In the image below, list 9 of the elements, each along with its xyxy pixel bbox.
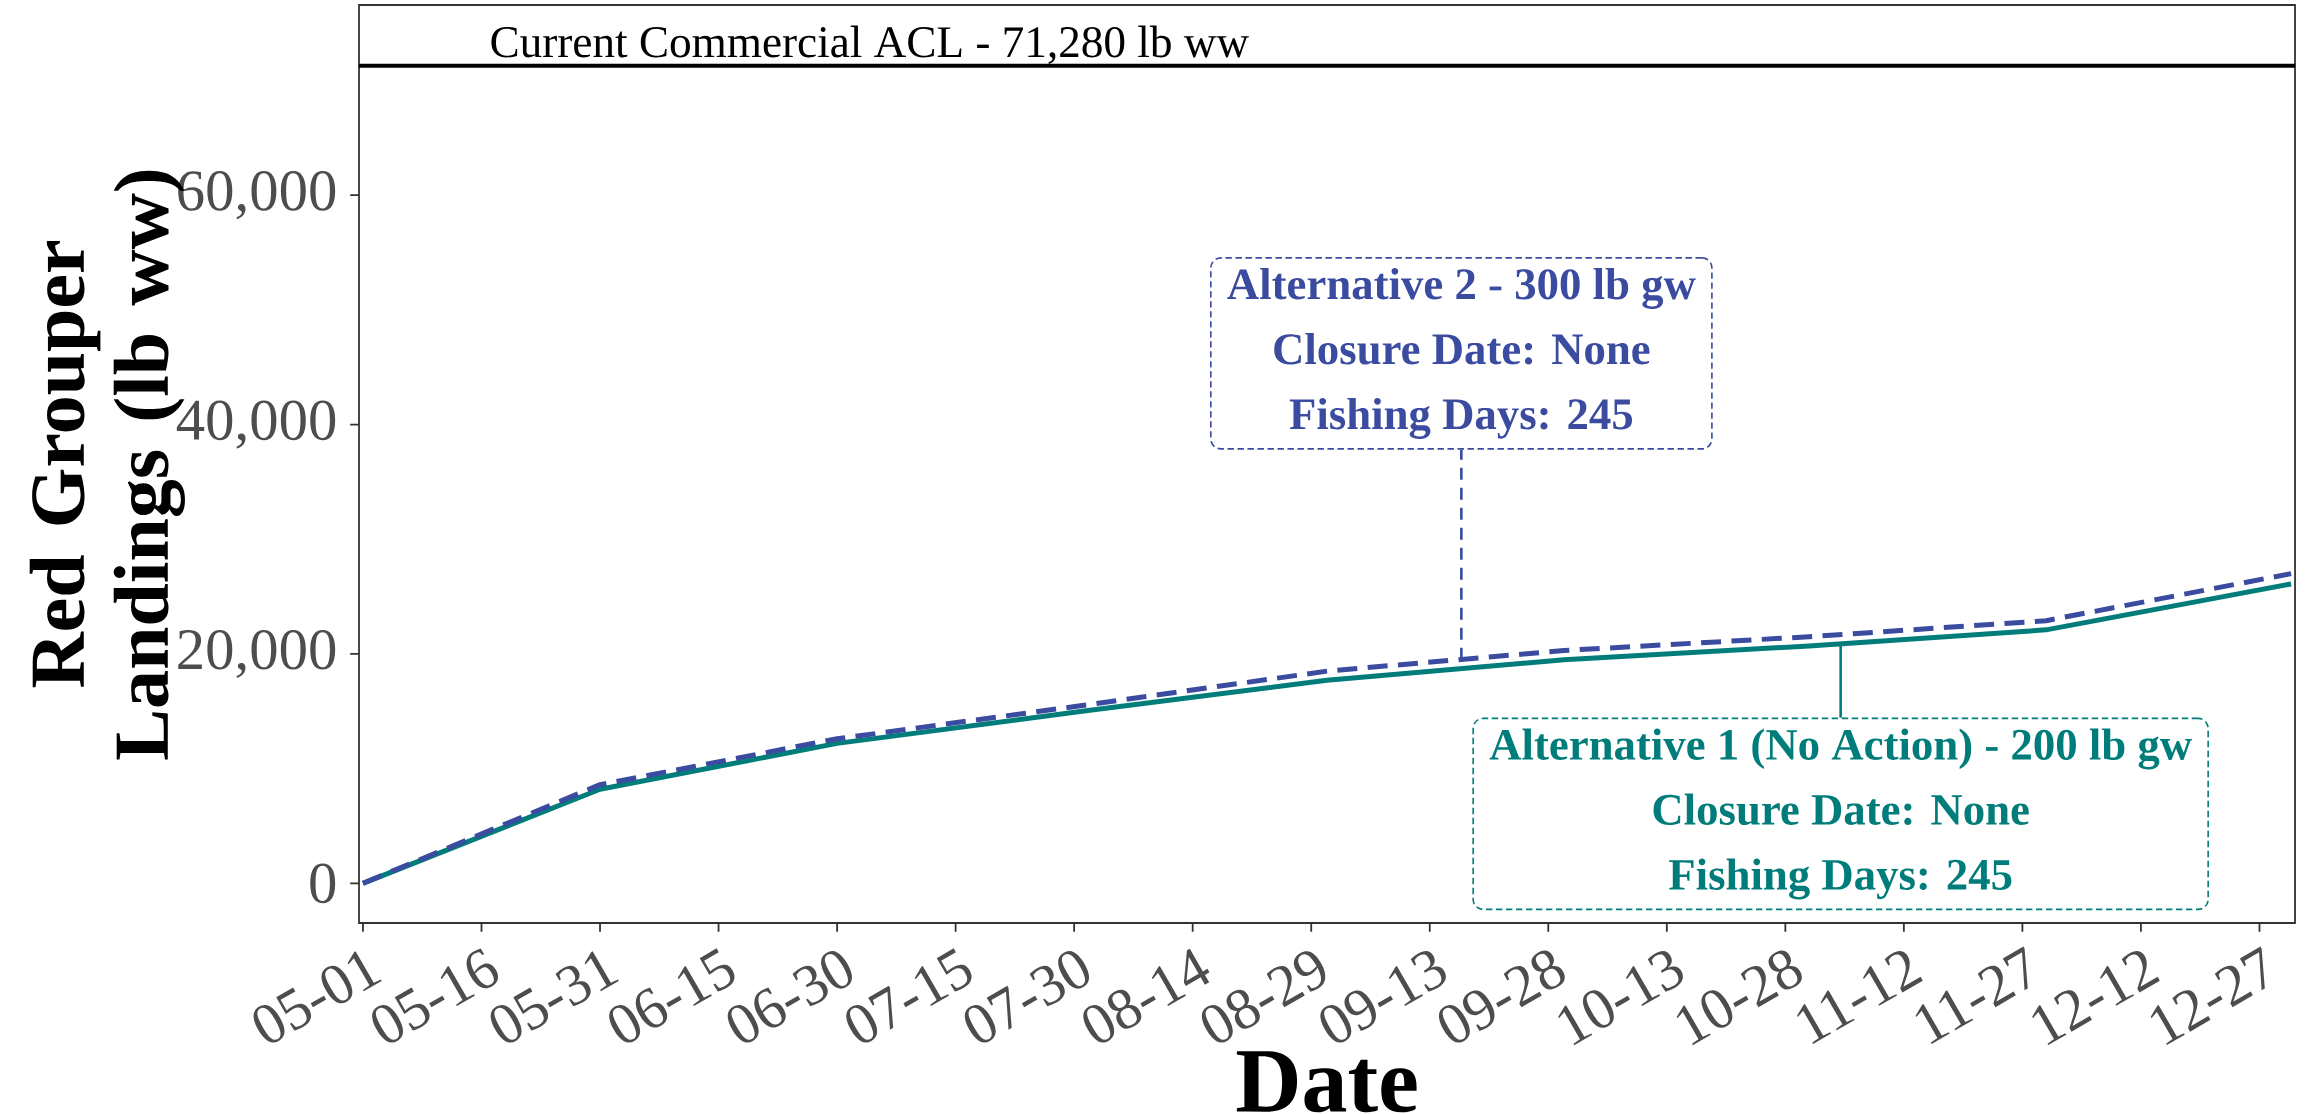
x-axis-title: Date <box>1236 1051 1417 1113</box>
annotation: Closure Date: None <box>1274 332 1650 365</box>
annotation: Fishing Days: 245 <box>1289 397 1633 439</box>
annotation: Alternative 2 - 300 lb gw <box>1227 267 1696 309</box>
ref-line-label: Current Commercial ACL - 71,280 lb ww <box>491 25 1249 64</box>
y-tick-label: 0 <box>310 863 336 904</box>
annotation: Closure Date: None <box>1653 793 2029 826</box>
annotation: Fishing Days: 245 <box>1669 858 2012 900</box>
annotation: Alternative 1 (No Action) - 200 lb gw <box>1489 728 2192 770</box>
